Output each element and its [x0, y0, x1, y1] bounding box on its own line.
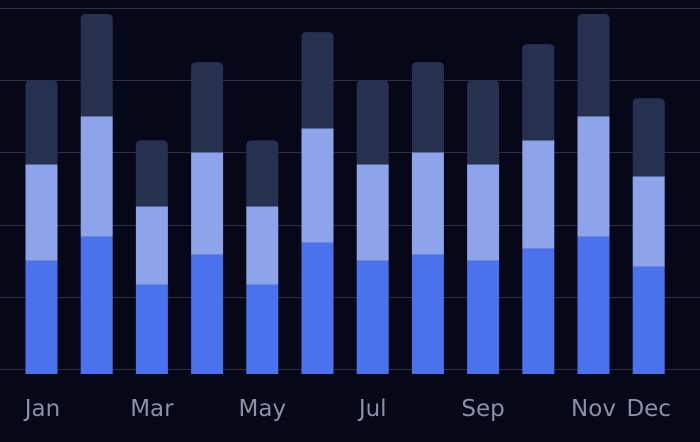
bar-jul-segment-2	[356, 164, 389, 261]
bar-jul-segment-3	[356, 80, 389, 165]
x-tick-label-may: May	[239, 396, 287, 422]
bar-dec-segment-1	[632, 266, 665, 374]
bar-dec-segment-3	[632, 98, 665, 177]
x-axis-tick-labels: Jan Mar May Jul Sep Nov Dec	[23, 396, 671, 422]
bar-jun-segment-3	[301, 32, 334, 129]
x-tick-label-mar: Mar	[130, 396, 174, 422]
bar-group-mar	[135, 140, 168, 374]
bar-sep-segment-3	[467, 80, 500, 165]
bar-sep-segment-2	[467, 164, 500, 261]
bar-oct-segment-1	[522, 248, 555, 374]
bar-may-segment-1	[246, 284, 279, 374]
bar-nov-segment-3	[577, 14, 610, 117]
bar-jan-segment-3	[25, 80, 58, 165]
bar-nov-segment-2	[577, 116, 610, 237]
x-tick-label-jan: Jan	[23, 396, 60, 422]
bar-aug-segment-1	[411, 254, 444, 374]
bar-group-feb	[80, 14, 113, 374]
bar-oct-segment-2	[522, 140, 555, 249]
bar-apr-segment-3	[191, 62, 224, 153]
bar-jun-segment-1	[301, 242, 334, 374]
bar-aug-segment-3	[411, 62, 444, 153]
x-tick-label-jul: Jul	[357, 396, 387, 422]
bar-dec-segment-2	[632, 176, 665, 267]
bar-group-dec	[632, 98, 665, 374]
bar-may-segment-3	[246, 140, 279, 207]
bars	[25, 14, 665, 374]
x-tick-label-sep: Sep	[461, 396, 504, 422]
bar-group-jun	[301, 32, 334, 374]
bar-nov-segment-1	[577, 236, 610, 374]
bar-sep-segment-1	[467, 260, 500, 374]
bar-group-nov	[577, 14, 610, 374]
x-tick-label-nov: Nov	[571, 396, 616, 422]
bar-group-jan	[25, 80, 58, 374]
bar-jun-segment-2	[301, 128, 334, 243]
bar-oct-segment-3	[522, 44, 555, 141]
bar-aug-segment-2	[411, 152, 444, 255]
bar-may-segment-2	[246, 206, 279, 285]
bar-group-sep	[467, 80, 500, 374]
bar-group-jul	[356, 80, 389, 374]
bar-group-oct	[522, 44, 555, 374]
bar-mar-segment-3	[135, 140, 168, 207]
bar-jan-segment-2	[25, 164, 58, 261]
bar-feb-segment-1	[80, 236, 113, 374]
bar-group-apr	[191, 62, 224, 374]
bar-mar-segment-2	[135, 206, 168, 285]
bar-jul-segment-1	[356, 260, 389, 374]
bar-group-aug	[411, 62, 444, 374]
bar-jan-segment-1	[25, 260, 58, 374]
bar-mar-segment-1	[135, 284, 168, 374]
bar-feb-segment-2	[80, 116, 113, 237]
x-tick-label-dec: Dec	[626, 396, 671, 422]
bar-group-may	[246, 140, 279, 374]
bar-apr-segment-2	[191, 152, 224, 255]
bar-feb-segment-3	[80, 14, 113, 117]
bar-apr-segment-1	[191, 254, 224, 374]
